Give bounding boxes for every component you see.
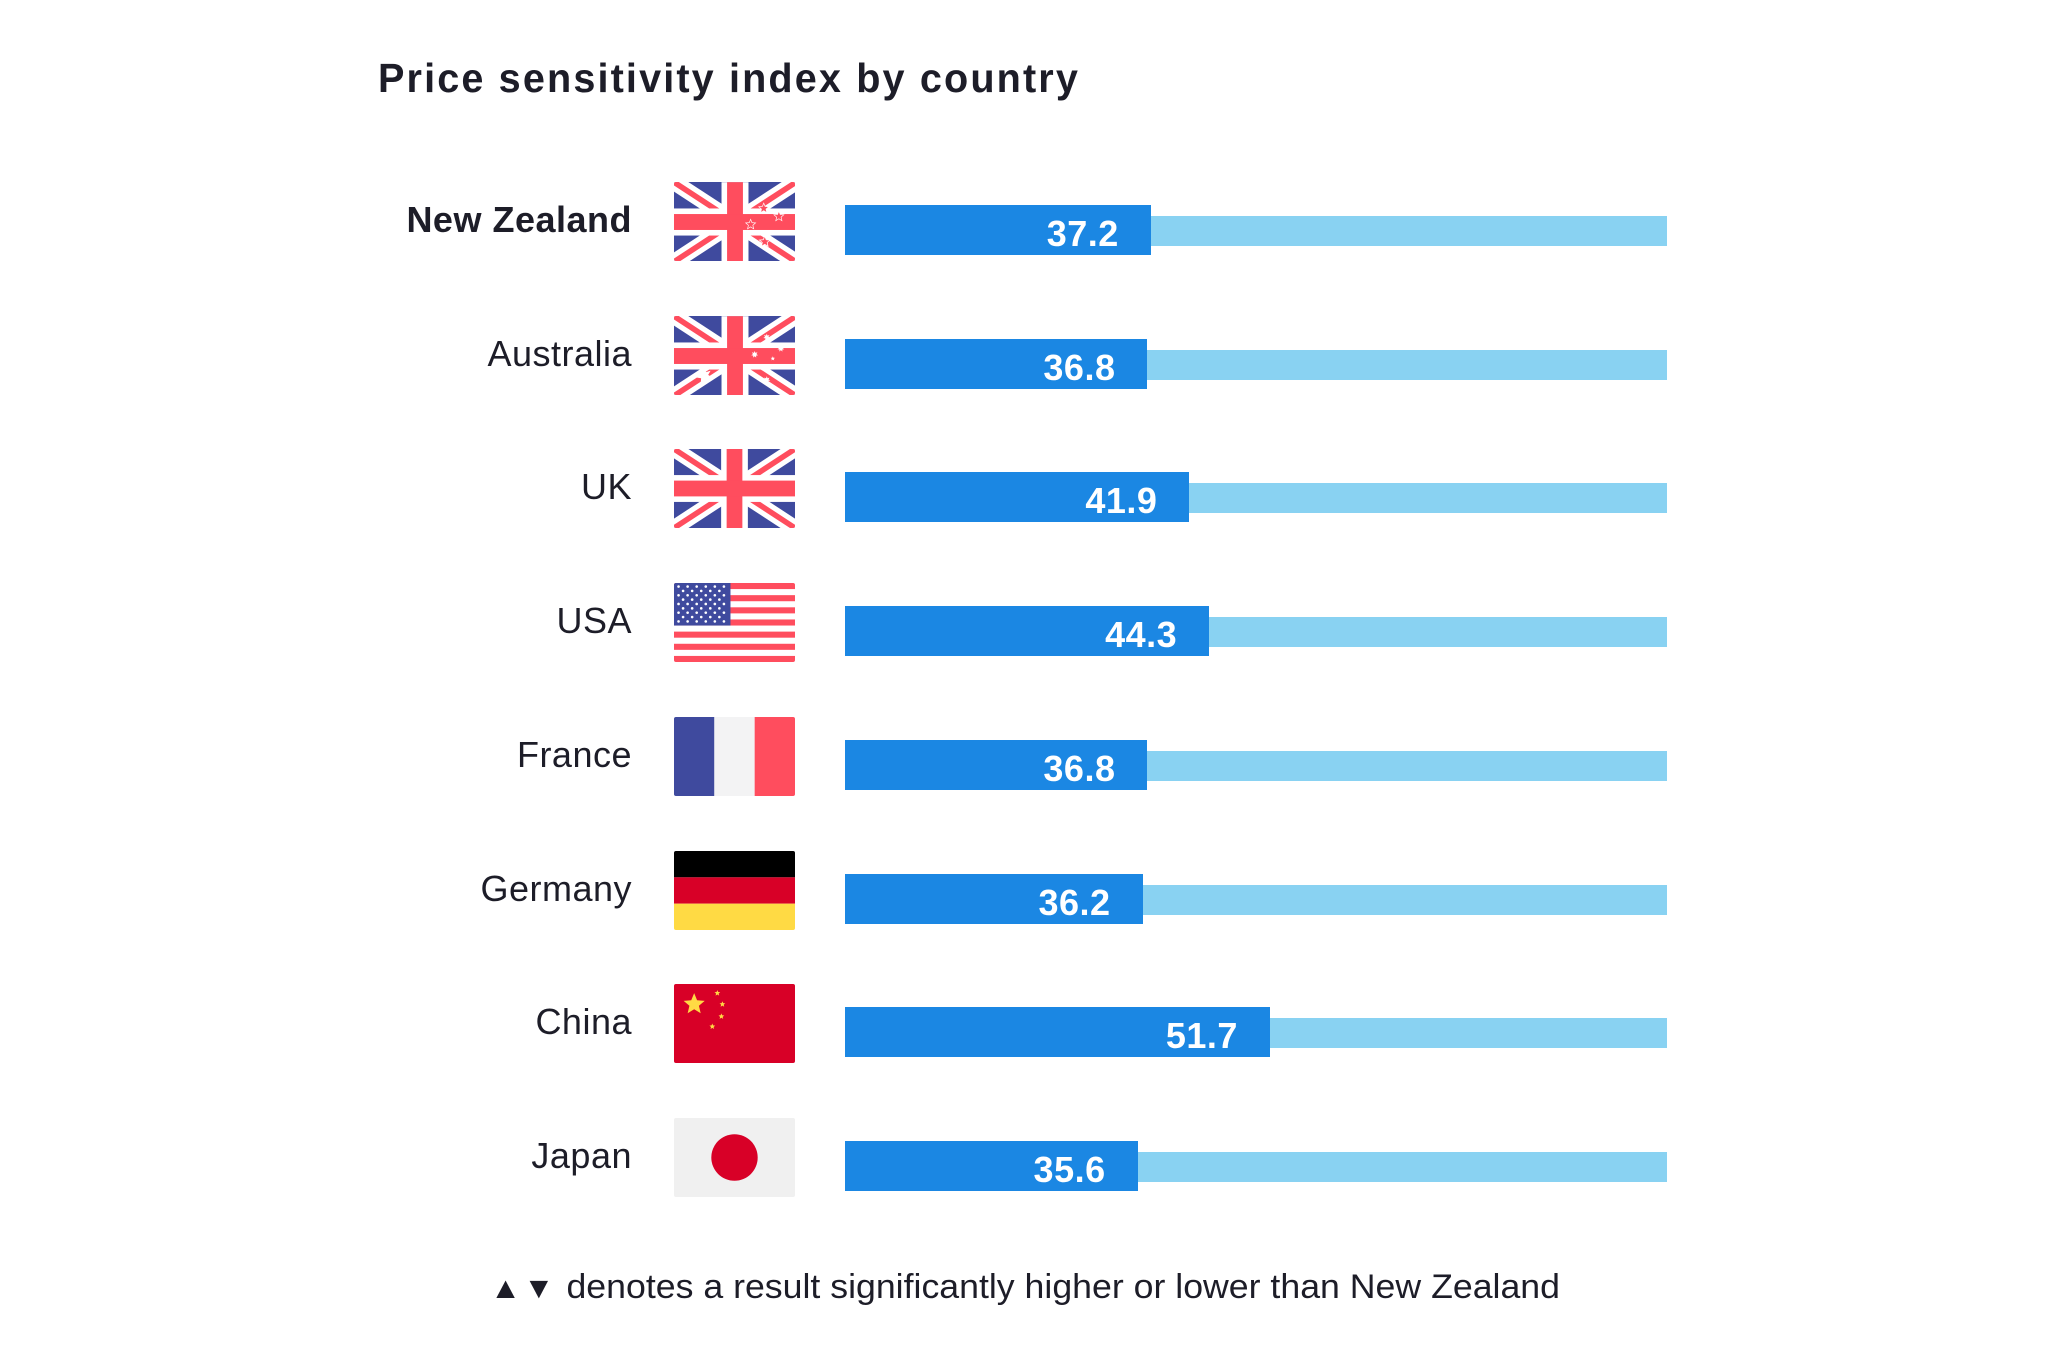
- footnote-text: denotes a result significantly higher or…: [566, 1268, 1560, 1306]
- france-flag-icon: [674, 716, 795, 796]
- chart-row: France 36.8: [0, 716, 2048, 797]
- data-label: 44.3: [1105, 614, 1178, 656]
- data-label: 36.2: [1038, 881, 1111, 923]
- chart-row: Australia 36.8: [0, 315, 2048, 396]
- category-label: Japan: [531, 1134, 632, 1176]
- usa-flag-icon: [674, 583, 795, 663]
- chart-row: Japan 35.6: [0, 1117, 2048, 1198]
- footnote: ▲▼ denotes a result significantly higher…: [490, 1270, 1560, 1304]
- bar: 51.7: [845, 1007, 1270, 1058]
- bar: 44.3: [845, 606, 1210, 657]
- data-label: 35.6: [1033, 1148, 1106, 1190]
- chart-row: UK 41.9: [0, 449, 2048, 529]
- chart-row: Germany 36.2: [0, 850, 2048, 931]
- category-label: China: [535, 1001, 632, 1043]
- bar: 41.9: [845, 472, 1190, 523]
- up-triangle-icon: ▲: [490, 1272, 524, 1305]
- bar: 37.2: [845, 205, 1151, 255]
- category-label: Germany: [480, 867, 632, 909]
- data-label: 36.8: [1043, 346, 1116, 388]
- data-label: 36.8: [1043, 747, 1116, 789]
- bar: 36.8: [845, 338, 1148, 389]
- bar: 36.2: [845, 873, 1143, 924]
- category-label: France: [516, 733, 632, 775]
- china-flag-icon: [674, 984, 795, 1064]
- japan-flag-icon: [674, 1117, 795, 1197]
- chart-title: Price sensitivity index by country: [378, 55, 1080, 101]
- bar: 36.8: [845, 739, 1148, 790]
- data-label: 37.2: [1046, 213, 1119, 254]
- data-label: 41.9: [1085, 480, 1158, 522]
- category-label: New Zealand: [406, 199, 632, 240]
- category-label: USA: [556, 600, 632, 642]
- uk-flag-icon: [674, 449, 795, 529]
- down-triangle-icon: ▼: [523, 1272, 557, 1305]
- chart-row: USA 44.3: [0, 583, 2048, 663]
- germany-flag-icon: [674, 850, 795, 930]
- category-label: UK: [580, 466, 632, 508]
- new-zealand-flag-icon: [674, 182, 795, 261]
- australia-flag-icon: [674, 315, 795, 395]
- data-label: 51.7: [1165, 1015, 1238, 1057]
- chart-row: New Zealand 37.2: [0, 182, 2048, 262]
- bar: 35.6: [845, 1140, 1138, 1191]
- category-label: Australia: [487, 332, 632, 374]
- chart-row: China 51.7: [0, 984, 2048, 1064]
